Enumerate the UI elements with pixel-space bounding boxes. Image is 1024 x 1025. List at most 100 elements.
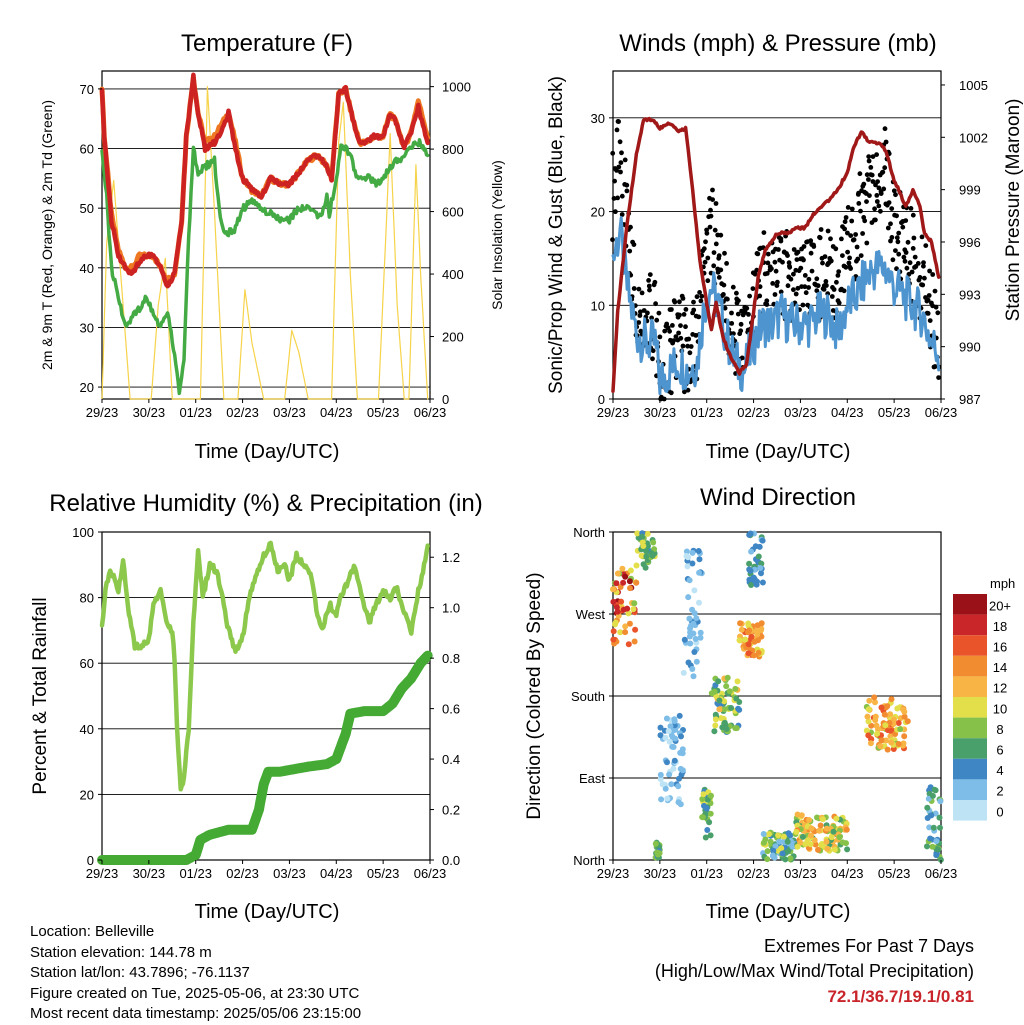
gust-dot xyxy=(845,205,851,210)
gust-dot xyxy=(811,244,817,249)
temperature-panel: Temperature (F) 20 30 40 50 60 70 0 200 400 600 8… xyxy=(39,30,505,463)
gust-dot xyxy=(650,348,656,354)
direction-title: Wind Direction xyxy=(700,484,856,511)
recent-data-timestamp: Most recent data timestamp: 2025/05/06 2… xyxy=(30,1005,362,1022)
gust-dot xyxy=(831,287,837,292)
temperature-y-label: 2m & 9m T (Red, Orange) & 2m Td (Green) xyxy=(39,100,55,370)
gust-dot xyxy=(631,242,637,248)
gust-dot xyxy=(793,291,799,297)
speed-legend-swatch xyxy=(953,800,987,821)
direction-point xyxy=(901,713,908,720)
direction-point xyxy=(895,720,902,726)
gust-dot xyxy=(867,193,872,199)
gust-dot xyxy=(908,206,914,211)
direction-point xyxy=(748,582,755,588)
speed-legend-label: 8 xyxy=(996,722,1003,737)
direction-point xyxy=(632,626,639,633)
gust-dot xyxy=(765,251,771,257)
direction-point xyxy=(643,547,649,554)
direction-point xyxy=(680,669,687,676)
gust-dot xyxy=(894,235,900,241)
temperature-y-ticks: 20 30 40 50 60 70 xyxy=(80,82,102,395)
direction-point xyxy=(828,834,835,841)
gust-dot xyxy=(872,206,877,212)
gust-dot xyxy=(798,265,804,271)
temperature-y-tick-label: 30 xyxy=(80,320,94,335)
direction-point xyxy=(622,573,629,580)
direction-point xyxy=(830,828,837,835)
direction-point xyxy=(670,765,677,772)
gust-dot xyxy=(858,253,864,258)
temperature-x-label: Time (Day/UTC) xyxy=(195,441,340,463)
humidity-y-tick-label-right: 0.0 xyxy=(442,853,460,868)
direction-point xyxy=(839,839,846,846)
gust-dot xyxy=(610,237,615,243)
gust-dot xyxy=(722,305,728,311)
humidity-x-tick-label: 03/23 xyxy=(273,866,306,881)
winds-x-tick-label: 02/23 xyxy=(737,405,770,420)
gust-dot xyxy=(678,335,684,341)
direction-point xyxy=(924,804,931,811)
gust-dot xyxy=(795,249,801,255)
gust-dot xyxy=(930,272,936,277)
speed-legend-label: 12 xyxy=(993,681,1007,696)
gust-dot xyxy=(925,297,931,303)
direction-point xyxy=(780,833,787,840)
gust-dot xyxy=(921,263,926,269)
winds-x-tick-label: 01/23 xyxy=(690,405,723,420)
direction-point xyxy=(732,685,739,692)
gust-dot xyxy=(869,172,875,178)
gust-dot xyxy=(936,375,941,380)
direction-point xyxy=(759,537,766,544)
direction-point xyxy=(614,608,621,615)
temperature-x-tick-label: 05/23 xyxy=(367,405,400,420)
direction-y-tick-label: South xyxy=(571,689,605,704)
winds-y-tick-label-right: 1005 xyxy=(959,78,988,93)
gust-dot xyxy=(650,356,655,362)
direction-point xyxy=(752,543,759,550)
direction-point xyxy=(691,649,698,655)
gust-dot xyxy=(637,313,643,318)
direction-point xyxy=(663,715,670,722)
extremes-values: 72.1/36.7/19.1/0.81 xyxy=(827,987,974,1006)
gust-dot xyxy=(917,275,923,280)
gust-dot xyxy=(716,275,722,280)
gust-dot xyxy=(932,364,938,369)
direction-y-tick-label: North xyxy=(573,853,605,868)
direction-point xyxy=(622,623,629,630)
gust-dot xyxy=(806,285,811,290)
gust-dot xyxy=(922,275,927,281)
gust-dot xyxy=(882,126,888,132)
direction-point xyxy=(620,579,627,586)
direction-panel: Wind Direction North East South West North 2… xyxy=(524,484,1015,923)
direction-point xyxy=(693,615,700,622)
direction-point xyxy=(787,855,794,862)
gust-dot xyxy=(678,323,683,328)
direction-point xyxy=(664,759,670,766)
direction-point xyxy=(784,838,791,845)
direction-point xyxy=(877,743,884,750)
gust-dot xyxy=(801,257,806,263)
gust-dot xyxy=(612,178,617,184)
gust-dot xyxy=(821,287,827,292)
direction-point xyxy=(937,856,944,863)
humidity-y-tick-label-right: 0.6 xyxy=(442,702,460,717)
gust-dot xyxy=(704,227,709,233)
humidity-x-label: Time (Day/UTC) xyxy=(195,901,340,923)
gust-dot xyxy=(683,324,688,330)
gust-dot xyxy=(839,236,844,242)
gust-dot xyxy=(866,158,872,164)
direction-point xyxy=(738,626,745,633)
direction-point xyxy=(638,552,645,559)
direction-point xyxy=(926,824,933,831)
direction-point xyxy=(808,825,815,832)
gust-dot xyxy=(856,201,862,206)
gust-dot xyxy=(848,233,854,239)
gust-dot xyxy=(654,317,660,323)
direction-point xyxy=(758,570,764,577)
direction-point xyxy=(888,739,895,746)
temperature-y-tick-label: 60 xyxy=(80,142,94,157)
gust-dot xyxy=(876,185,882,191)
temperature-x-tick-label: 06/23 xyxy=(414,405,447,420)
winds-title: Winds (mph) & Pressure (mb) xyxy=(619,30,936,57)
